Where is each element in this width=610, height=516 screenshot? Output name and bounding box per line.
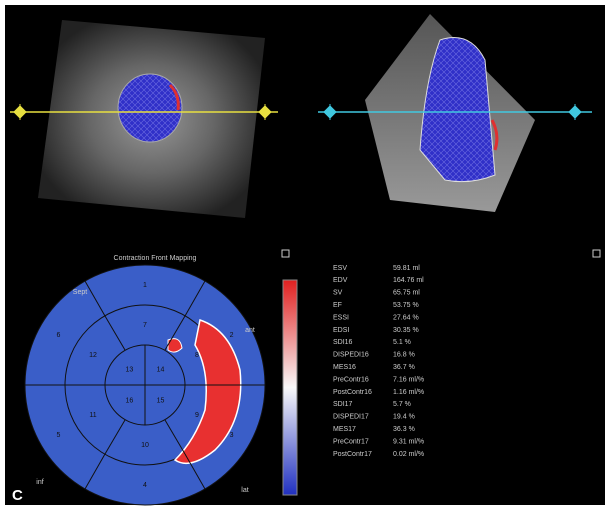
- bullseye: [25, 265, 265, 505]
- orientation-label: inf: [36, 479, 43, 486]
- segment-number: 11: [89, 412, 96, 419]
- segment-number: 12: [89, 352, 97, 359]
- map-title: Contraction Front Mapping: [114, 255, 197, 262]
- measure-name: MES17: [333, 426, 356, 433]
- measure-value: 9.31 ml/%: [393, 438, 424, 445]
- segment-number: 15: [157, 397, 165, 404]
- segment-number: 1: [143, 282, 147, 289]
- segment-number: 9: [195, 412, 199, 419]
- measure-name: PostContr17: [333, 451, 372, 458]
- measure-value: 0.02 ml/%: [393, 451, 424, 458]
- measure-name: PreContr17: [333, 438, 369, 445]
- measure-value: 5.1 %: [393, 339, 411, 346]
- measure-name: EDSI: [333, 327, 349, 334]
- measure-name: SV: [333, 290, 343, 297]
- measure-name: PostContr16: [333, 389, 372, 396]
- orientation-label: ant: [245, 327, 255, 334]
- measure-name: EF: [333, 302, 342, 309]
- measure-value: 16.8 %: [393, 352, 415, 359]
- measure-value: 19.4 %: [393, 414, 415, 421]
- segment-number: 8: [195, 352, 199, 359]
- measure-name: EDV: [333, 277, 348, 284]
- measure-name: SDI17: [333, 401, 353, 408]
- measure-value: 27.64 %: [393, 314, 419, 321]
- segment-number: 2: [230, 332, 234, 339]
- screenshot: Contraction Front Mapping C Sept ant inf la…: [0, 0, 610, 511]
- measure-name: SDI16: [333, 339, 353, 346]
- orientation-label: lat: [241, 487, 248, 494]
- orientation-label: Sept: [73, 289, 87, 296]
- segment-number: 16: [126, 397, 134, 404]
- measure-name: PreContr16: [333, 376, 369, 383]
- measure-value: 5.7 %: [393, 401, 411, 408]
- measure-name: DISPEDI16: [333, 352, 369, 359]
- segment-number: 7: [143, 322, 147, 329]
- segment-number: 10: [141, 442, 149, 449]
- color-scale: [283, 280, 297, 495]
- measure-name: MES16: [333, 364, 356, 371]
- panel-letter: C: [12, 487, 23, 504]
- segment-number: 13: [126, 366, 134, 373]
- segment-number: 5: [56, 432, 60, 439]
- segment-number: 4: [143, 482, 147, 489]
- segment-number: 14: [157, 366, 165, 373]
- measure-value: 53.75 %: [393, 302, 419, 309]
- measure-value: 1.16 ml/%: [393, 389, 424, 396]
- segment-number: 6: [56, 332, 60, 339]
- measure-value: 36.3 %: [393, 426, 415, 433]
- measure-value: 65.75 ml: [393, 290, 420, 297]
- measure-name: ESSI: [333, 314, 349, 321]
- measure-value: 30.35 %: [393, 327, 419, 334]
- measure-value: 164.76 ml: [393, 277, 424, 284]
- measure-name: DISPEDI17: [333, 414, 369, 421]
- measure-value: 7.16 ml/%: [393, 376, 424, 383]
- measure-value: 36.7 %: [393, 364, 415, 371]
- segment-number: 3: [230, 432, 234, 439]
- measure-name: ESV: [333, 265, 347, 272]
- measure-value: 59.81 ml: [393, 265, 420, 272]
